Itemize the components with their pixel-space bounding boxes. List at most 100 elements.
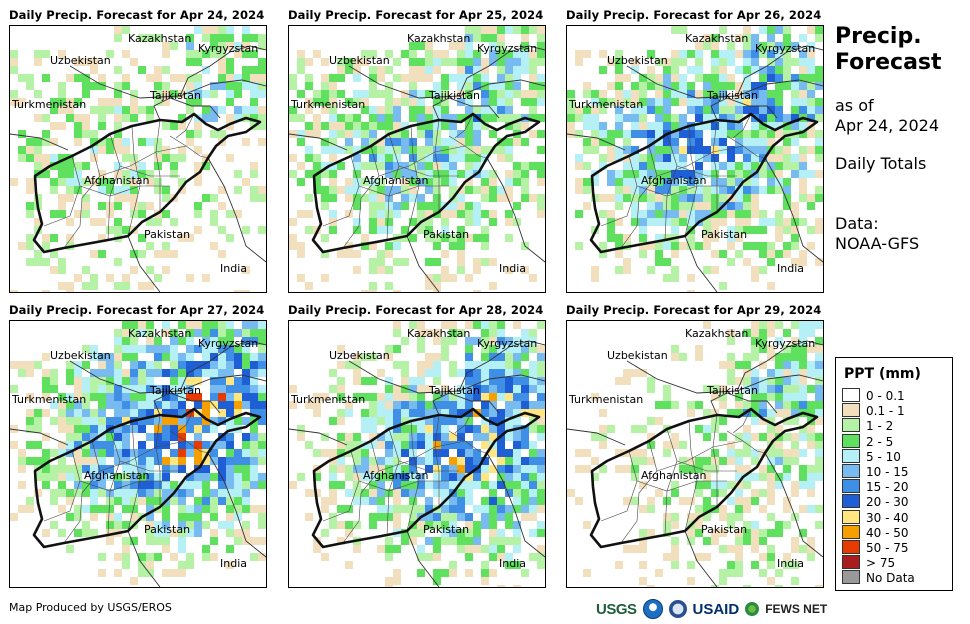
precip-cell	[791, 106, 799, 114]
country-border	[567, 428, 626, 446]
precip-cell	[433, 377, 441, 385]
precip-cell	[297, 58, 305, 66]
precip-cell	[481, 242, 489, 250]
legend-item: 20 - 30	[842, 494, 909, 510]
precip-cell	[385, 50, 393, 58]
precip-cell	[521, 377, 529, 385]
country-label-india: India	[499, 262, 526, 275]
precip-cell	[711, 417, 719, 425]
precip-cell	[369, 521, 377, 529]
precip-cell	[505, 433, 513, 441]
precip-cell	[417, 457, 425, 465]
precip-cell	[226, 521, 234, 529]
precip-cell	[457, 74, 465, 82]
precip-cell	[505, 561, 513, 569]
precip-cell	[663, 146, 671, 154]
precip-cell	[329, 106, 337, 114]
precip-cell	[34, 114, 42, 122]
country-label-turkmenistan: Turkmenistan	[11, 98, 86, 111]
precip-cell	[513, 337, 521, 345]
precip-cell	[489, 34, 497, 42]
precip-cell	[663, 178, 671, 186]
precip-cell	[489, 106, 497, 114]
precip-cell	[138, 170, 146, 178]
precip-cell	[417, 162, 425, 170]
precip-cell	[417, 321, 425, 329]
precip-cell	[583, 465, 591, 473]
precip-cell	[433, 98, 441, 106]
precip-cell	[695, 66, 703, 74]
precip-cell	[815, 409, 823, 417]
precip-cell	[361, 178, 369, 186]
precip-cell	[34, 50, 42, 58]
precip-cell	[305, 401, 313, 409]
precip-cell	[751, 473, 759, 481]
precip-cell	[42, 393, 50, 401]
precip-cell	[154, 417, 162, 425]
precip-cell	[82, 178, 90, 186]
precip-cell	[74, 449, 82, 457]
precip-cell	[194, 417, 202, 425]
precip-cell	[815, 82, 823, 90]
precip-cell	[497, 377, 505, 385]
precip-cell	[194, 122, 202, 130]
country-border	[10, 428, 69, 446]
precip-cell	[583, 521, 591, 529]
precip-cell	[783, 377, 791, 385]
precip-cell	[345, 122, 353, 130]
province-boundary	[620, 145, 658, 249]
precip-cell	[671, 433, 679, 441]
precip-cell	[66, 106, 74, 114]
precip-cell	[457, 138, 465, 146]
precip-cell	[425, 537, 433, 545]
precip-cell	[465, 122, 473, 130]
precip-cell	[751, 106, 759, 114]
precip-cell	[671, 98, 679, 106]
precip-cell	[202, 353, 210, 361]
precip-cell	[90, 513, 98, 521]
precip-cell	[513, 202, 521, 210]
precip-cell	[114, 385, 122, 393]
precip-cell	[130, 329, 138, 337]
precip-cell	[74, 433, 82, 441]
precip-cell	[417, 489, 425, 497]
precip-cell	[361, 162, 369, 170]
precip-cell	[807, 369, 815, 377]
precip-cell	[202, 369, 210, 377]
precip-cell	[783, 361, 791, 369]
province-boundary	[342, 440, 380, 544]
precip-cell	[671, 194, 679, 202]
precip-cell	[639, 98, 647, 106]
precip-cell	[194, 425, 202, 433]
precip-cell	[735, 178, 743, 186]
precip-cell	[409, 449, 417, 457]
precip-cell	[783, 417, 791, 425]
precip-cell	[433, 170, 441, 178]
precip-cell	[130, 409, 138, 417]
precip-cell	[234, 106, 242, 114]
precip-cell	[114, 337, 122, 345]
precip-cell	[106, 529, 114, 537]
precip-cell	[679, 82, 687, 90]
precip-cell	[711, 34, 719, 42]
precip-cell	[377, 162, 385, 170]
precip-cell	[583, 114, 591, 122]
precip-cell	[321, 162, 329, 170]
precip-cell	[767, 489, 775, 497]
precip-cell	[743, 505, 751, 513]
precip-cell	[703, 425, 711, 433]
precip-cell	[449, 58, 457, 66]
country-border	[179, 51, 231, 97]
precip-cell	[615, 449, 623, 457]
precip-cell	[409, 465, 417, 473]
precip-cell	[799, 321, 807, 329]
precip-cell	[607, 130, 615, 138]
precip-cell	[337, 417, 345, 425]
precip-cell	[146, 481, 154, 489]
country-border	[567, 133, 626, 151]
precip-cell	[258, 521, 266, 529]
country-label-india: India	[777, 557, 804, 570]
precip-cell	[114, 186, 122, 194]
precip-cell	[130, 505, 138, 513]
precip-cell	[361, 353, 369, 361]
